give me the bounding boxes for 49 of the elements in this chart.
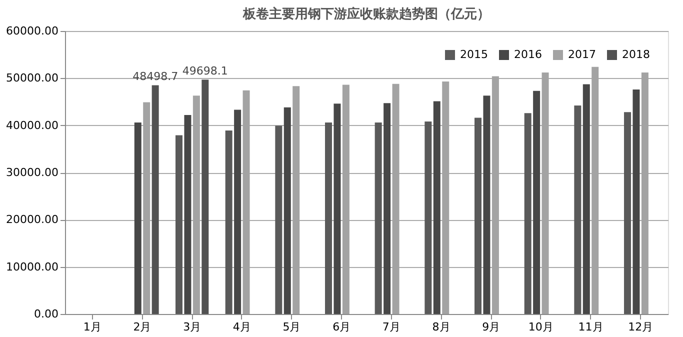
legend-label: 2015 [460, 48, 488, 61]
x-tick-label: 5月 [282, 320, 301, 334]
data-label: 49698.1 [182, 64, 228, 78]
bar [624, 112, 632, 314]
legend-label: 2017 [568, 48, 596, 61]
bar [574, 106, 582, 314]
bar [234, 110, 242, 314]
bar [275, 126, 282, 314]
x-tick-label: 6月 [332, 320, 351, 334]
bar [374, 122, 382, 314]
bar [152, 85, 159, 314]
y-tick-label: 20000.00 [6, 213, 58, 226]
x-tick-label: 10月 [528, 320, 554, 334]
bar [134, 122, 142, 314]
chart-title: 板卷主要用钢下游应收账款趋势图（亿元） [242, 6, 490, 22]
bar [424, 122, 432, 314]
bar [474, 118, 482, 314]
data-label: 48498.7 [132, 70, 178, 84]
x-tick-label: 4月 [232, 320, 251, 334]
legend-label: 2016 [514, 48, 542, 61]
x-tick-label: 7月 [382, 320, 400, 334]
x-tick-label: 1月 [83, 320, 102, 334]
x-tick-label: 12月 [628, 320, 654, 334]
y-tick-label: 40000.00 [6, 118, 58, 132]
y-tick-label: 50000.00 [6, 72, 58, 85]
bar [582, 84, 590, 314]
bar [524, 113, 532, 314]
bar [334, 104, 341, 314]
bar [533, 90, 540, 314]
y-tick-label: 0.00 [34, 308, 58, 320]
bar [184, 114, 192, 314]
x-tick-label: 8月 [432, 320, 450, 334]
legend-label: 2018 [622, 48, 650, 61]
x-tick-label: 3月 [183, 320, 202, 334]
bar [384, 103, 391, 314]
x-tick-label: 2月 [133, 320, 152, 334]
bar [225, 130, 232, 314]
bar [325, 122, 332, 314]
bar [632, 89, 640, 314]
y-tick-label: 60000.00 [6, 24, 58, 38]
x-tick-label: 11月 [578, 320, 604, 334]
x-tick-label: 9月 [482, 320, 500, 334]
bar [433, 101, 440, 314]
bar [483, 96, 490, 314]
bar [175, 135, 182, 314]
y-tick-label: 10000.00 [6, 260, 58, 274]
bar [202, 80, 209, 314]
bar [284, 107, 291, 314]
y-tick-label: 30000.00 [6, 166, 58, 179]
